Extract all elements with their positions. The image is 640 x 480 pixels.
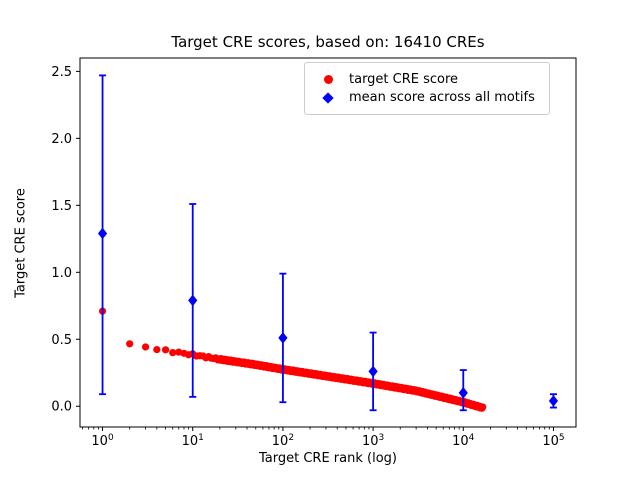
y-tick-label: 1.0 (51, 266, 72, 281)
target-score-point (169, 349, 177, 357)
y-tick-label: 2.5 (51, 65, 72, 80)
target-score-point (479, 403, 487, 411)
target-score-point (126, 340, 134, 348)
x-tick-label: 104 (452, 433, 475, 449)
mean-score-diamond (97, 227, 108, 240)
chart-title: Target CRE scores, based on: 16410 CREs (171, 33, 485, 51)
target-score-point (153, 346, 161, 354)
y-tick-label: 1.5 (51, 199, 72, 214)
y-tick-label: 0.0 (51, 400, 72, 415)
y-tick-label: 0.5 (51, 333, 72, 348)
mean-score-diamond (368, 365, 378, 378)
legend-label-mean-score: mean score across all motifs (349, 90, 535, 105)
mean-score-series (97, 74, 559, 412)
x-tick-label: 103 (362, 433, 384, 449)
x-tick-label: 100 (91, 433, 114, 449)
target-score-series (98, 307, 487, 412)
x-tick-label: 102 (272, 433, 294, 449)
x-axis-label: Target CRE rank (log) (259, 451, 397, 466)
x-tick-label: 105 (542, 433, 564, 449)
legend: target CRE score mean score across all m… (304, 62, 550, 115)
axes-spines (79, 57, 577, 428)
legend-entry-mean-score: mean score across all motifs (315, 90, 535, 105)
legend-label-target-score: target CRE score (349, 72, 459, 87)
legend-marker-cell (315, 91, 341, 104)
mean-score-diamond (278, 332, 288, 344)
mean-score-diamond (548, 395, 559, 407)
mean-score-diamond (458, 387, 468, 399)
mean-score-diamond (188, 294, 198, 307)
y-tick-label: 2.0 (51, 132, 72, 147)
red-circle-marker-icon (323, 75, 333, 84)
y-axis-label: Target CRE score (13, 188, 29, 298)
axes: 100 101 102 103 104 105 0.0 0.5 1.0 1.5 2.0 2.5 (51, 57, 577, 449)
target-score-point (161, 346, 170, 354)
target-score-point (141, 343, 150, 351)
legend-entry-target-score: target CRE score (315, 72, 535, 87)
legend-marker-cell (315, 75, 341, 84)
x-tick-label: 101 (182, 433, 204, 449)
blue-diamond-marker-icon (322, 91, 334, 104)
